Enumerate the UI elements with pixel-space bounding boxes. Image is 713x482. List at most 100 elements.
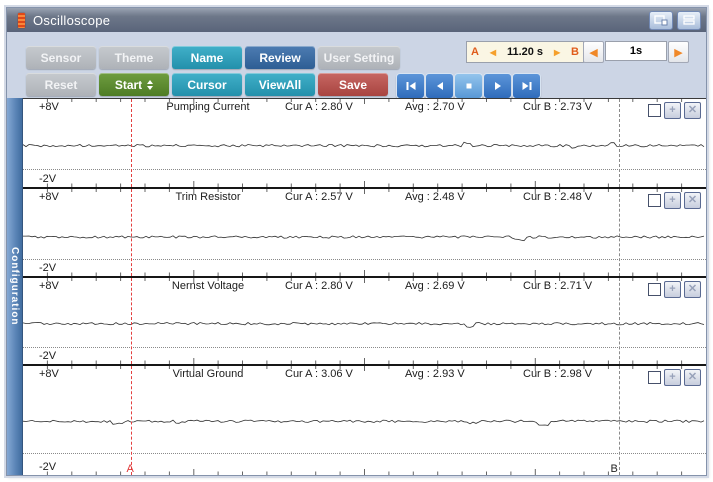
vmin-label: -2V	[39, 461, 57, 473]
stack-lines-icon	[683, 15, 695, 25]
cursor-b-line[interactable]	[618, 189, 620, 276]
skip-end-button[interactable]	[512, 73, 541, 99]
interval-increase-button[interactable]: ▶	[668, 41, 689, 63]
average-value: Avg : 2.70 V	[405, 101, 465, 113]
user-setting-button[interactable]: User Setting	[318, 46, 400, 69]
play-icon	[494, 82, 501, 90]
vmin-label: -2V	[39, 350, 57, 362]
cursor-b-line[interactable]	[618, 99, 620, 187]
cursor-a-value: Cur A : 3.06 V	[285, 368, 353, 380]
cursor-b-value: Cur B : 2.71 V	[523, 280, 593, 292]
step-back-button[interactable]	[425, 73, 454, 99]
channel-stack: +8V Pumping Current Cur A : 2.80 V Avg :…	[23, 98, 706, 475]
viewall-button[interactable]: ViewAll	[245, 73, 315, 96]
channel-add-button[interactable]: +	[664, 369, 681, 386]
channel-controls: + ✕	[648, 369, 701, 386]
step-back-icon	[436, 82, 443, 90]
cursor-a-line[interactable]	[130, 189, 132, 276]
cursor-b-label: B	[571, 46, 579, 58]
average-value: Avg : 2.69 V	[405, 280, 465, 292]
theme-button[interactable]: Theme	[99, 46, 169, 69]
skip-start-button[interactable]	[396, 73, 425, 99]
average-value: Avg : 2.48 V	[405, 191, 465, 203]
channel-add-button[interactable]: +	[664, 192, 681, 209]
channel-checkbox[interactable]	[648, 283, 661, 296]
average-value: Avg : 2.93 V	[405, 368, 465, 380]
vmax-label: +8V	[39, 368, 59, 380]
waveform	[23, 99, 705, 187]
skip-start-icon	[406, 82, 415, 90]
zero-gridline	[23, 453, 706, 455]
zero-gridline	[23, 169, 706, 171]
channel-close-button[interactable]: ✕	[684, 369, 701, 386]
cursor-a-line[interactable]	[130, 278, 132, 364]
cursor-b-value: Cur B : 2.98 V	[523, 368, 593, 380]
cursor-a-value: Cur A : 2.57 V	[285, 191, 353, 203]
cursor-b-value: Cur B : 2.73 V	[523, 101, 593, 113]
channel-panel: +8V Virtual Ground Cur A : 3.06 V Avg : …	[23, 366, 706, 475]
channel-panel: +8V Trim Resistor Cur A : 2.57 V Avg : 2…	[23, 189, 706, 278]
channel-close-button[interactable]: ✕	[684, 281, 701, 298]
cursor-a-line[interactable]	[130, 366, 132, 475]
cursor-a-arrow-icon[interactable]: ◀	[489, 47, 497, 57]
cursor-button[interactable]: Cursor	[172, 73, 242, 96]
oscilloscope-window: Oscilloscope Sensor Theme Name Review Us…	[4, 5, 709, 478]
time-delta-value: 11.20 s	[506, 46, 544, 58]
interval-decrease-button[interactable]: ◀	[583, 41, 604, 63]
window-title: Oscilloscope	[33, 12, 111, 28]
waveform	[23, 278, 705, 364]
channel-checkbox[interactable]	[648, 104, 661, 117]
cursor-a-line[interactable]	[130, 99, 132, 187]
cursor-b-arrow-icon[interactable]: ▶	[553, 47, 561, 57]
cursor-a-value: Cur A : 2.80 V	[285, 280, 353, 292]
sensor-button[interactable]: Sensor	[26, 46, 96, 69]
channel-title: Virtual Ground	[172, 368, 244, 380]
review-button[interactable]: Review	[245, 46, 315, 69]
interval-input[interactable]	[605, 41, 667, 61]
channel-add-button[interactable]: +	[664, 281, 681, 298]
vmax-label: +8V	[39, 101, 59, 113]
stop-button[interactable]	[454, 73, 483, 99]
play-button[interactable]	[483, 73, 512, 99]
vmax-label: +8V	[39, 280, 59, 292]
channel-close-button[interactable]: ✕	[684, 102, 701, 119]
vmin-label: -2V	[39, 173, 57, 185]
layout-icon	[654, 14, 668, 25]
window-layout-button[interactable]	[649, 10, 673, 30]
start-spinner-icon	[147, 79, 154, 90]
start-button-label: Start	[114, 77, 143, 92]
channel-checkbox[interactable]	[648, 371, 661, 384]
cursor-b-line[interactable]	[618, 366, 620, 475]
reset-button[interactable]: Reset	[26, 73, 96, 96]
cursor-a-value: Cur A : 2.80 V	[285, 101, 353, 113]
channel-checkbox[interactable]	[648, 194, 661, 207]
vmin-label: -2V	[39, 262, 57, 274]
skip-end-icon	[522, 82, 531, 90]
cursor-a-bottom-tag: A	[126, 463, 134, 475]
configuration-tab[interactable]: Configuration	[7, 98, 23, 475]
vmax-label: +8V	[39, 191, 59, 203]
cursor-time-readout: A ◀ 11.20 s ▶ B	[466, 41, 584, 63]
channel-controls: + ✕	[648, 102, 701, 119]
cursor-b-line[interactable]	[618, 278, 620, 364]
window-minimize-button[interactable]	[677, 10, 701, 30]
save-button[interactable]: Save	[318, 73, 388, 96]
waveform	[23, 189, 705, 276]
start-button[interactable]: Start	[99, 73, 169, 96]
cursor-b-bottom-tag: B	[610, 463, 618, 475]
channel-add-button[interactable]: +	[664, 102, 681, 119]
zero-gridline	[23, 346, 706, 348]
channel-title: Trim Resistor	[175, 191, 241, 203]
zero-gridline	[23, 258, 706, 260]
channel-panel: +8V Pumping Current Cur A : 2.80 V Avg :…	[23, 99, 706, 189]
toolbar: Sensor Theme Name Review User Setting Re…	[7, 32, 706, 99]
name-button[interactable]: Name	[172, 46, 242, 69]
title-bar: Oscilloscope	[7, 8, 706, 32]
cursor-a-label: A	[471, 46, 479, 58]
channel-title: Nernst Voltage	[171, 280, 245, 292]
app-icon	[18, 12, 25, 28]
channel-controls: + ✕	[648, 281, 701, 298]
configuration-tab-label: Configuration	[9, 247, 20, 326]
channel-close-button[interactable]: ✕	[684, 192, 701, 209]
channel-controls: + ✕	[648, 192, 701, 209]
